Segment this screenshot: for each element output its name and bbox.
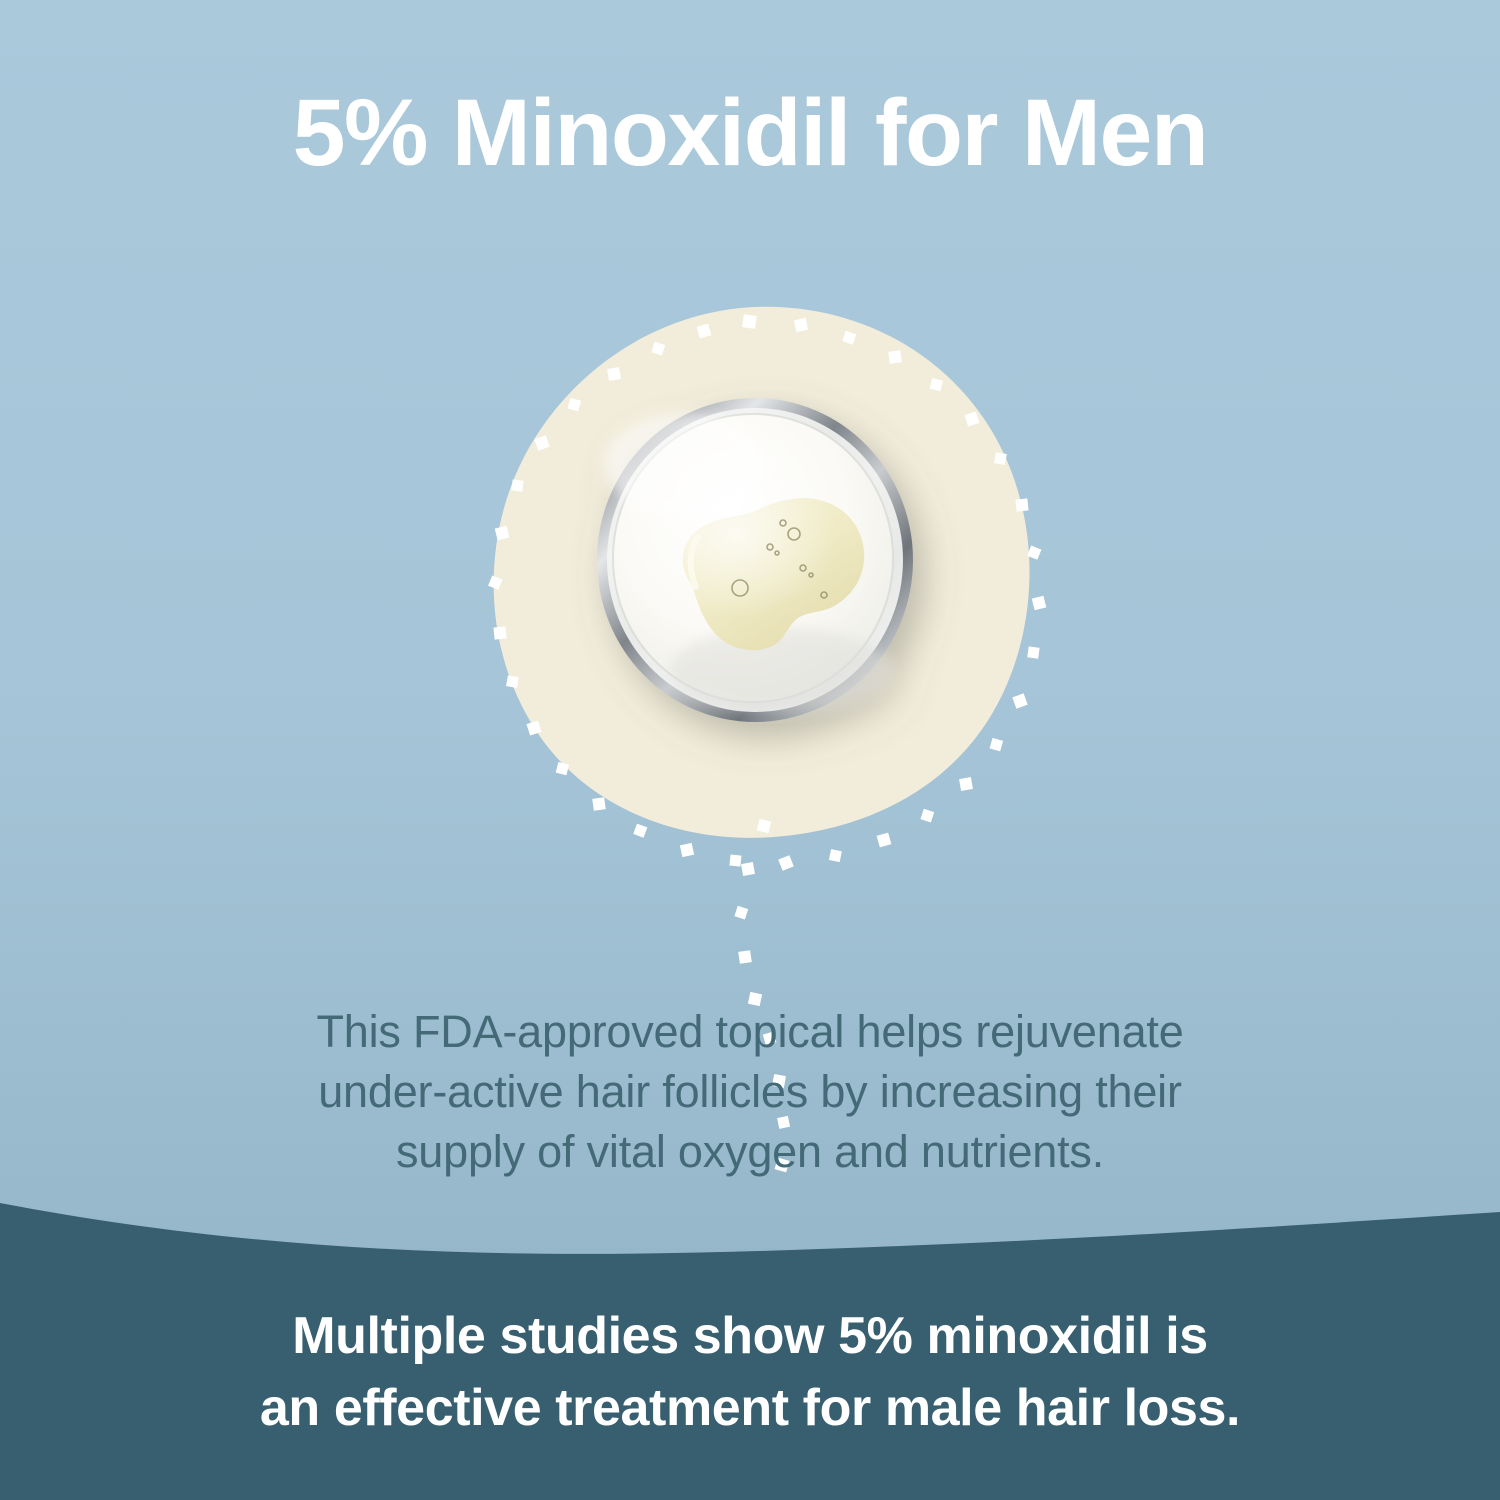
dotted-circle-path	[488, 314, 1047, 871]
serum-sheen	[682, 498, 865, 651]
footer-line-1: Multiple studies show 5% minoxidil is	[292, 1307, 1208, 1365]
dotted-trail	[734, 818, 791, 1173]
footer-claim: Multiple studies show 5% minoxidil is an…	[150, 1300, 1350, 1444]
footer-wave-shape	[0, 1203, 1500, 1500]
page-title: 5% Minoxidil for Men	[292, 80, 1209, 186]
serum-bubbles	[731, 519, 828, 599]
description-line-2: under-active hair follicles by increasin…	[318, 1066, 1182, 1117]
dish-highlight	[605, 413, 765, 517]
description-line-3: supply of vital oxygen and nutrients.	[395, 1126, 1105, 1177]
footer-line-2: an effective treatment for male hair los…	[259, 1379, 1241, 1437]
footer-wave-band	[0, 1150, 1500, 1500]
description-line-1: This FDA-approved topical helps rejuvena…	[316, 1006, 1184, 1057]
description-paragraph: This FDA-approved topical helps rejuvena…	[215, 1002, 1285, 1182]
dish-inner-shade	[670, 628, 890, 712]
hero-visual	[440, 285, 1080, 1173]
serum-edge-highlight	[687, 534, 701, 590]
serum-drop	[682, 498, 865, 651]
